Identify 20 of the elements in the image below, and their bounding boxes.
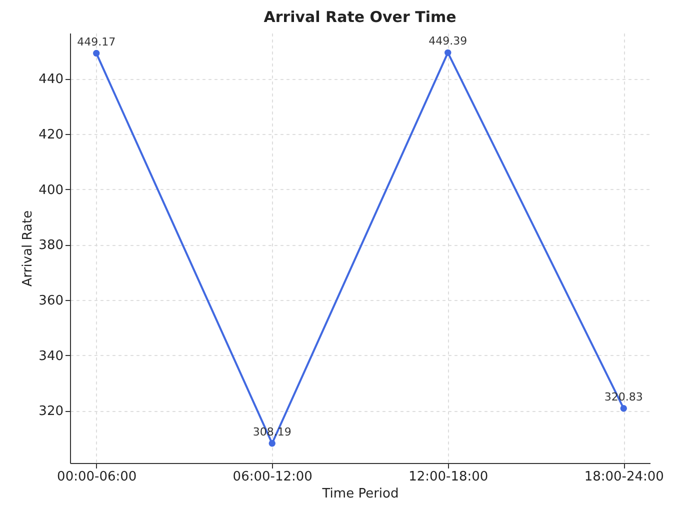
y-tick-label: 320	[38, 404, 64, 420]
x-tick-label: 06:00-12:00	[232, 470, 312, 484]
data-label: 449.17	[77, 35, 116, 48]
y-tick-label: 440	[38, 72, 64, 88]
point	[620, 405, 627, 412]
x-tick-label: 00:00-06:00	[57, 470, 137, 484]
chart-title: Arrival Rate Over Time	[264, 8, 456, 26]
x-tick-label: 12:00-18:00	[408, 470, 488, 484]
x-axis-title: Time Period	[321, 486, 399, 502]
point	[444, 49, 452, 56]
point	[93, 50, 100, 57]
y-tick-label: 380	[38, 238, 64, 254]
data-label: 449.39	[428, 34, 468, 48]
y-tick-label: 400	[38, 182, 64, 198]
x-tick-label: 18:00-24:00	[584, 470, 664, 484]
y-tick-label: 420	[38, 127, 64, 142]
y-tick-label: 360	[38, 294, 64, 309]
y-axis-title: Arrival Rate	[20, 210, 36, 287]
point	[268, 440, 276, 447]
y-tick-label: 340	[38, 348, 64, 364]
